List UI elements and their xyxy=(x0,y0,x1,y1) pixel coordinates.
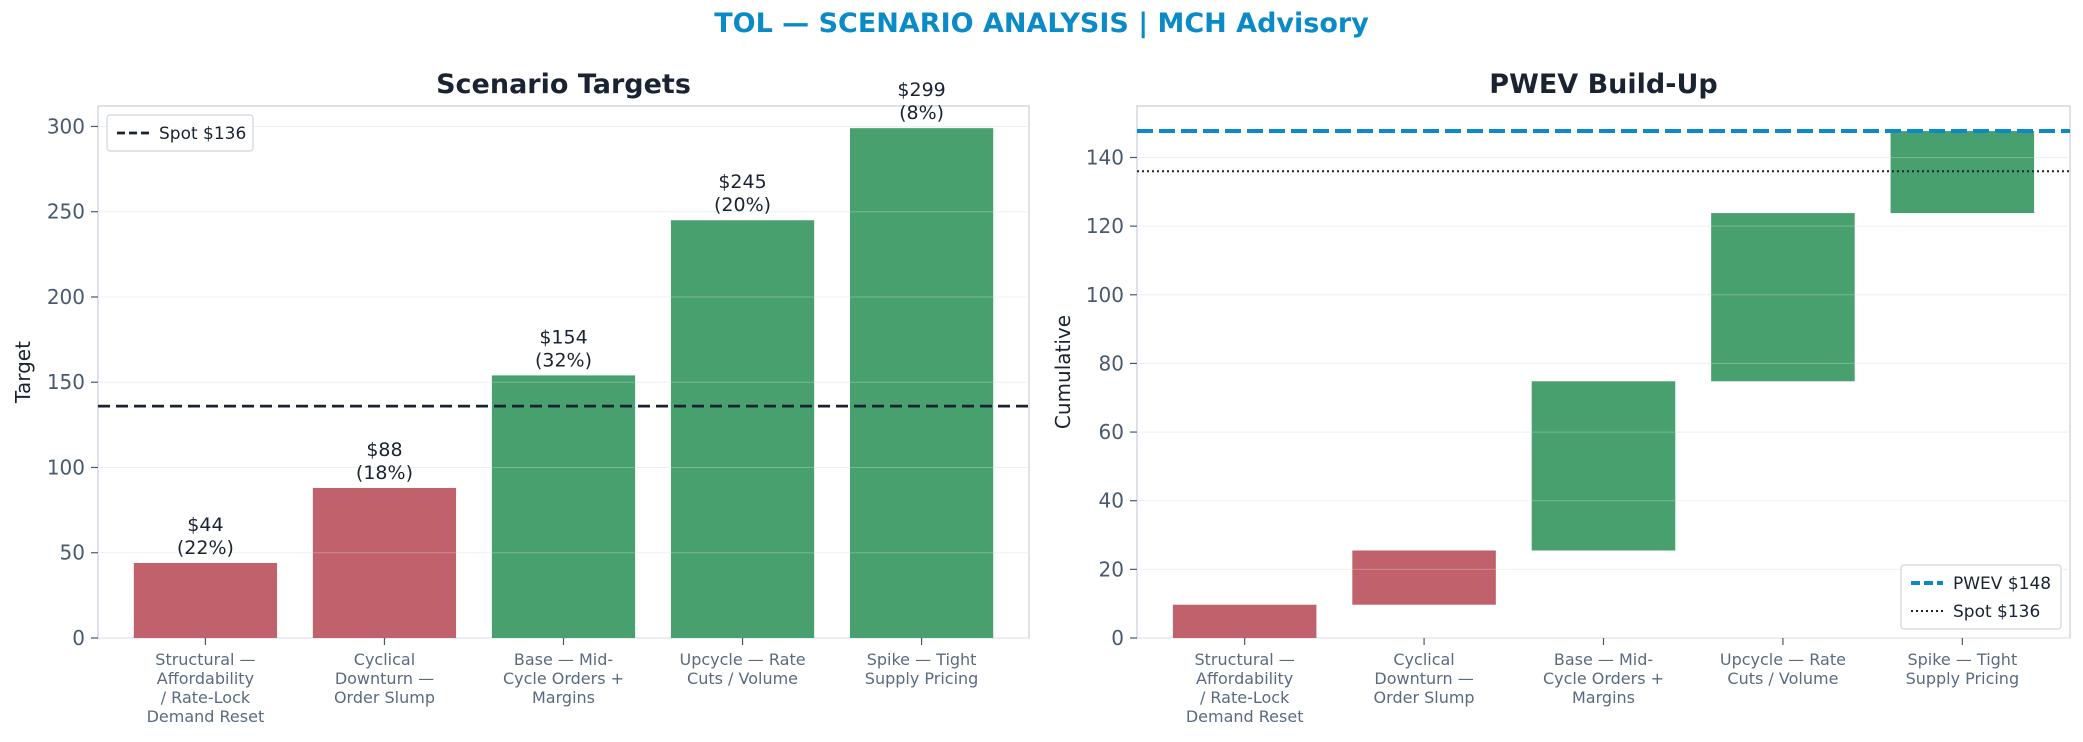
scenario-targets-chart: 0 50 100 150 200 250 300 Structural —Affordabil… xyxy=(11,69,1030,726)
x-tick-label: Supply Pricing xyxy=(1906,669,2020,688)
y-tick-label: 80 xyxy=(1099,351,1124,375)
y-tick-label: 150 xyxy=(47,370,85,394)
y-axis-label: Target xyxy=(11,341,35,404)
y-axis-label: Cumulative xyxy=(1051,315,1075,429)
data-label-probability: (32%) xyxy=(535,349,592,371)
y-tick-label: 300 xyxy=(47,114,85,138)
x-tick-label: Demand Reset xyxy=(1186,707,1304,726)
x-tick-label: Cycle Orders + xyxy=(1543,669,1664,688)
y-tick-label: 100 xyxy=(1086,283,1124,307)
data-label-value: $154 xyxy=(539,326,587,348)
legend-label: PWEV $148 xyxy=(1953,574,2051,594)
legend: Spot $136 xyxy=(106,114,254,152)
chart-title: PWEV Build-Up xyxy=(1489,69,1717,100)
x-tick-label: Structural — xyxy=(155,650,255,669)
y-tick-label: 140 xyxy=(1086,145,1124,169)
data-label-value: $245 xyxy=(718,171,766,193)
bar xyxy=(1172,604,1317,638)
legend: PWEV $148 Spot $136 xyxy=(1900,564,2062,630)
x-tick-label: Spike — Tight xyxy=(867,650,977,669)
legend-label: Spot $136 xyxy=(159,124,246,144)
data-label-probability: (20%) xyxy=(714,194,771,216)
x-tick-label: / Rate-Lock xyxy=(1200,688,1290,707)
x-tick-label: Affordability xyxy=(157,669,254,688)
x-tick-label: Cycle Orders + xyxy=(503,669,624,688)
y-tick-label: 20 xyxy=(1099,557,1124,581)
y-tick-label: 100 xyxy=(47,455,85,479)
data-label-value: $88 xyxy=(366,439,402,461)
x-tick-label: Upcycle — Rate xyxy=(679,650,805,669)
x-tick-label: Base — Mid- xyxy=(1554,650,1653,669)
x-tick-label: Margins xyxy=(1572,688,1635,707)
y-tick-label: 60 xyxy=(1099,420,1124,444)
x-tick-label: Order Slump xyxy=(334,688,435,707)
legend-box xyxy=(106,114,254,152)
y-tick-label: 40 xyxy=(1099,489,1124,513)
y-tick-label: 200 xyxy=(47,285,85,309)
bar xyxy=(1352,550,1496,605)
x-tick-label: Cyclical xyxy=(1393,650,1454,669)
y-tick-label: 50 xyxy=(60,541,85,565)
x-tick-label: Downturn — xyxy=(335,669,434,688)
x-tick-label: Downturn — xyxy=(1374,669,1473,688)
figure-title: TOL — SCENARIO ANALYSIS | MCH Advisory xyxy=(714,8,1369,39)
bar xyxy=(849,128,994,638)
x-tick-label: Spike — Tight xyxy=(1907,650,2017,669)
data-label-probability: (8%) xyxy=(899,102,944,124)
x-tick-label: Margins xyxy=(532,688,595,707)
x-tick-label: Base — Mid- xyxy=(514,650,613,669)
data-label-value: $44 xyxy=(187,514,223,536)
legend-label: Spot $136 xyxy=(1953,602,2040,622)
bar xyxy=(312,487,457,638)
x-tick-label: Order Slump xyxy=(1374,688,1475,707)
y-tick-label: 0 xyxy=(1111,626,1124,650)
bar xyxy=(491,375,636,638)
x-tick-label: Cuts / Volume xyxy=(1727,669,1838,688)
data-label-probability: (22%) xyxy=(177,537,234,559)
y-tick-label: 120 xyxy=(1086,214,1124,238)
bar xyxy=(133,562,278,638)
y-tick-label: 0 xyxy=(72,626,85,650)
chart-title: Scenario Targets xyxy=(436,69,691,100)
x-tick-label: / Rate-Lock xyxy=(161,688,251,707)
bar xyxy=(1711,213,1855,382)
x-tick-label: Cuts / Volume xyxy=(687,669,798,688)
bar xyxy=(670,220,815,638)
x-tick-label: Structural — xyxy=(1195,650,1295,669)
data-label-probability: (18%) xyxy=(356,462,413,484)
pwev-buildup-chart: 0 20 40 60 80 100 120 140 Structural —Affordabil… xyxy=(1051,69,2071,726)
x-tick-label: Upcycle — Rate xyxy=(1720,650,1846,669)
data-label-value: $299 xyxy=(897,79,945,101)
x-tick-label: Demand Reset xyxy=(147,707,265,726)
x-tick-label: Supply Pricing xyxy=(865,669,979,688)
x-tick-label: Cyclical xyxy=(354,650,415,669)
y-tick-label: 250 xyxy=(47,200,85,224)
bar xyxy=(1531,381,1676,551)
x-tick-label: Affordability xyxy=(1196,669,1293,688)
